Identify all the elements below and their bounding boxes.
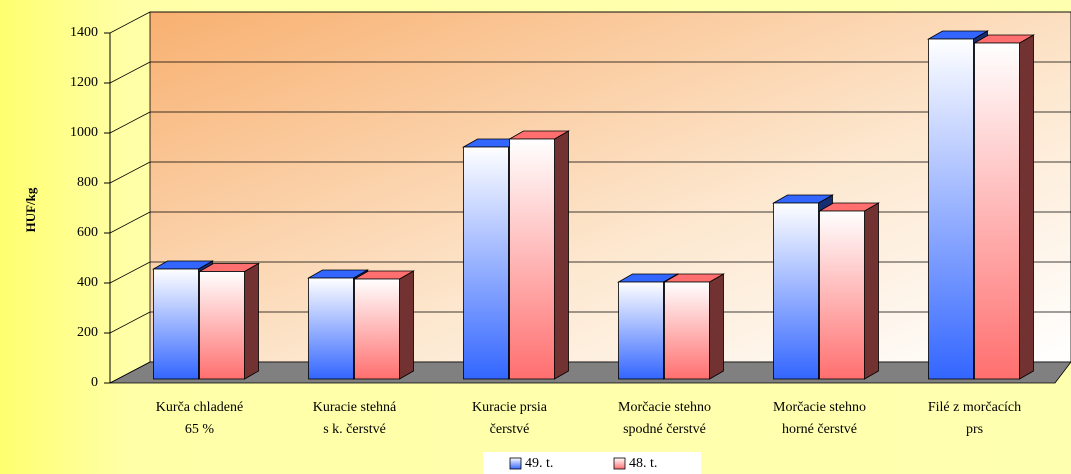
x-tick-label: Kurča chladené 65 % (156, 400, 243, 437)
grid-line (109, 61, 151, 84)
bar-side-shade (709, 274, 724, 379)
y-tick-label: 1400 (70, 25, 98, 40)
bar-side-shade (864, 203, 879, 379)
y-tick-label: 1200 (70, 75, 98, 90)
bar (199, 271, 245, 380)
grid-line (109, 261, 151, 284)
bar-side-shade (399, 271, 414, 379)
legend-swatch (509, 457, 522, 470)
bar (974, 42, 1020, 380)
legend-box (483, 452, 701, 474)
legend-label: 49. t. (525, 456, 553, 471)
bar (463, 146, 509, 380)
grid-line (109, 211, 151, 234)
bar-side-shade (554, 131, 569, 379)
y-axis-label: HUF/kg (23, 187, 38, 232)
grid-line (109, 11, 151, 34)
y-tick-label: 800 (77, 175, 98, 190)
bar (354, 278, 400, 380)
x-tick-label: Kuracie stehná s k. čerstvé (313, 400, 397, 437)
grid-line (109, 161, 151, 184)
bar (618, 281, 664, 380)
x-tick-label: Morčacie stehno horné čerstvé (773, 400, 866, 437)
y-tick-label: 600 (77, 225, 98, 240)
bar (509, 138, 555, 380)
bar (308, 277, 354, 380)
grid-line (109, 311, 151, 334)
y-tick-label: 1000 (70, 125, 98, 140)
legend-label: 48. t. (629, 456, 657, 471)
y-tick-label: 0 (91, 375, 98, 390)
grid-line (109, 361, 151, 384)
x-tick-label: Morčacie stehno spodné čerstvé (618, 400, 711, 437)
x-tick-label: Kuracie prsia čerstvé (472, 400, 548, 437)
bar (664, 281, 710, 380)
x-tick-label: Filé z morčacích prs (928, 400, 1021, 437)
grid-line (109, 111, 151, 134)
bar (153, 268, 199, 380)
bar-side-shade (1019, 35, 1034, 379)
legend-swatch (613, 457, 626, 470)
bar-side-shade (244, 263, 259, 379)
bar (773, 202, 819, 380)
y-tick-label: 400 (77, 275, 98, 290)
bar (819, 210, 865, 380)
bar (928, 38, 974, 380)
y-tick-label: 200 (77, 325, 98, 340)
